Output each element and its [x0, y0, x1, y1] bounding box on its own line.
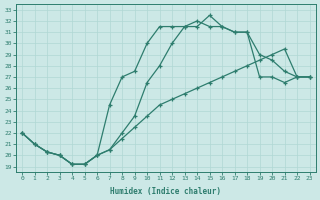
X-axis label: Humidex (Indice chaleur): Humidex (Indice chaleur)	[110, 187, 221, 196]
